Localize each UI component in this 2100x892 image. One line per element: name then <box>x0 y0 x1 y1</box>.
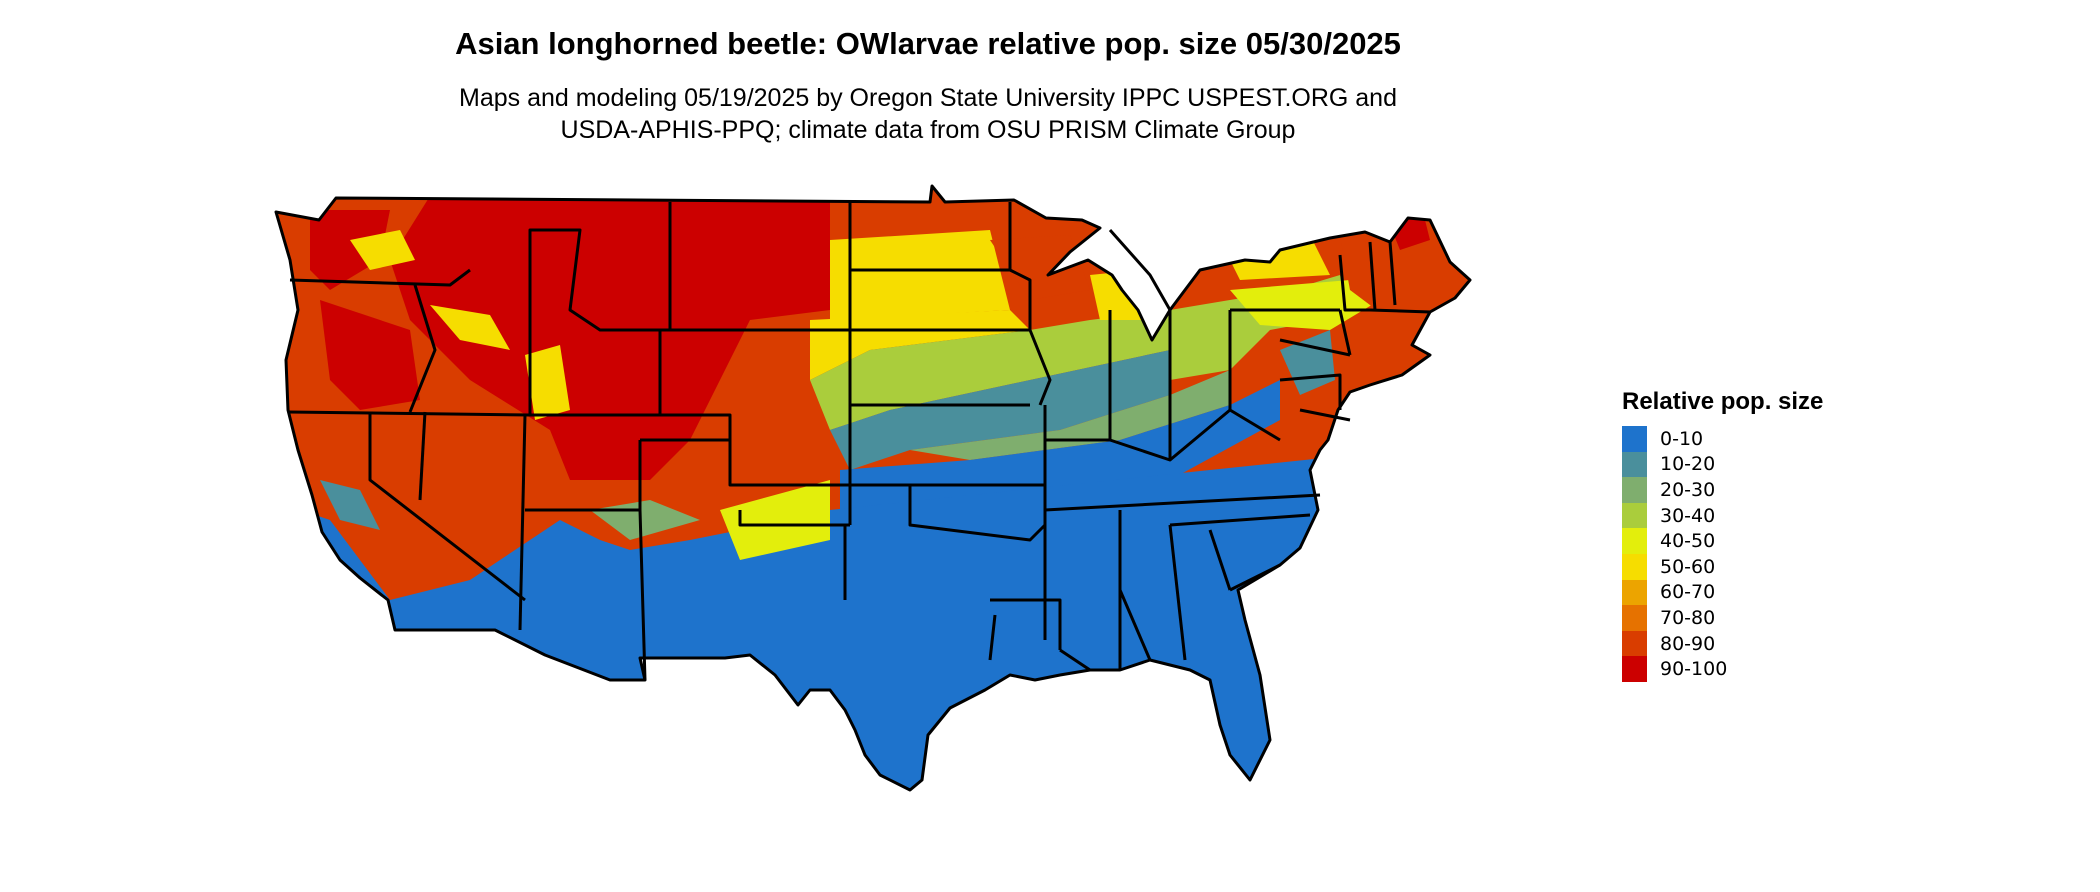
legend-label: 80-90 <box>1660 632 1716 655</box>
state-boundaries <box>274 184 1472 792</box>
legend-label: 20-30 <box>1660 478 1716 501</box>
legend-item: 60-70 <box>1622 579 1823 606</box>
legend-swatch <box>1622 502 1647 529</box>
legend-item: 30-40 <box>1622 502 1823 529</box>
legend-label: 40-50 <box>1660 530 1716 553</box>
legend-label: 0-10 <box>1660 427 1704 450</box>
legend-item: 50-60 <box>1622 553 1823 580</box>
map-subtitle-line2: USDA-APHIS-PPQ; climate data from OSU PR… <box>560 116 1296 144</box>
legend-swatch <box>1622 605 1647 631</box>
legend-label: 60-70 <box>1660 581 1716 604</box>
legend-swatch <box>1622 553 1647 580</box>
us-map <box>270 180 1590 890</box>
legend-item: 80-90 <box>1622 630 1823 657</box>
legend-swatch <box>1622 477 1647 503</box>
legend-item: 10-20 <box>1622 451 1823 478</box>
legend-label: 50-60 <box>1660 555 1716 578</box>
legend-swatch <box>1622 656 1647 682</box>
legend-item: 90-100 <box>1622 656 1823 682</box>
legend-item: 20-30 <box>1622 477 1823 503</box>
legend-label: 90-100 <box>1660 658 1728 681</box>
legend-swatch <box>1622 451 1647 478</box>
legend-item: 40-50 <box>1622 528 1823 554</box>
map-subtitle-line1: Maps and modeling 05/19/2025 by Oregon S… <box>459 84 1397 112</box>
legend-label: 30-40 <box>1660 504 1716 527</box>
legend-swatch <box>1622 426 1647 452</box>
legend-swatch <box>1622 579 1647 606</box>
relative-pop-size-layer <box>276 186 1470 790</box>
legend-swatch <box>1622 630 1647 657</box>
legend-items: 0-10 10-20 20-30 30-40 40-50 50-60 60-70… <box>1622 426 1823 682</box>
legend: Relative pop. size 0-10 10-20 20-30 30-4… <box>1622 388 1823 682</box>
legend-item: 70-80 <box>1622 605 1823 631</box>
legend-label: 10-20 <box>1660 453 1716 476</box>
legend-label: 70-80 <box>1660 606 1716 629</box>
legend-item: 0-10 <box>1622 426 1823 452</box>
map-title: Asian longhorned beetle: OWlarvae relati… <box>455 26 1401 61</box>
legend-swatch <box>1622 528 1647 554</box>
legend-title: Relative pop. size <box>1622 388 1824 415</box>
